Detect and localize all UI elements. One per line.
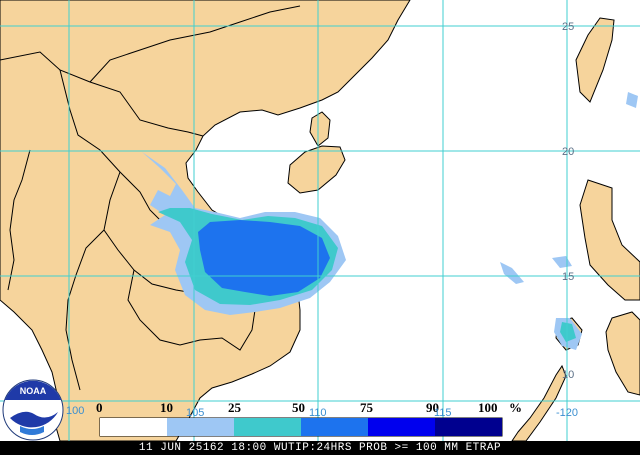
legend-label: 10 <box>160 400 173 415</box>
hainan-island <box>287 145 346 194</box>
legend: 0 10 25 50 75 90 100 % <box>96 400 522 437</box>
longitude-labels: 100 105 110 115 -120 <box>66 405 578 419</box>
legend-swatch <box>167 418 234 436</box>
prob-remote-4 <box>552 256 572 268</box>
logo-text: NOAA <box>20 386 47 396</box>
lat-label: 15 <box>562 271 574 283</box>
lon-label: -120 <box>556 407 578 419</box>
lat-label: 25 <box>562 21 574 33</box>
leizhou-peninsula <box>309 111 331 147</box>
lon-label: 105 <box>186 407 204 419</box>
visayas-islands <box>605 311 640 396</box>
lon-label: 100 <box>66 405 84 417</box>
probability-field <box>142 92 638 350</box>
luzon-island <box>579 179 640 301</box>
prob-remote-5 <box>626 92 638 108</box>
prob-50-75 <box>198 220 330 296</box>
lon-label: 115 <box>434 407 452 419</box>
legend-swatches <box>100 418 502 436</box>
legend-swatch <box>234 418 301 436</box>
legend-swatch <box>100 418 167 436</box>
legend-label: 0 <box>96 400 103 415</box>
latitude-labels: 25 20 15 10 <box>562 21 574 381</box>
lat-label: 10 <box>562 369 574 381</box>
legend-label: 100 <box>478 400 498 415</box>
noaa-logo: NOAA <box>2 379 64 441</box>
legend-swatch <box>368 418 435 436</box>
legend-swatch <box>435 418 502 436</box>
prob-remote-2 <box>560 322 576 342</box>
legend-label: % <box>509 400 522 415</box>
lat-label: 20 <box>562 146 574 158</box>
legend-swatch <box>301 418 368 436</box>
legend-label: 75 <box>360 400 374 415</box>
legend-label: 25 <box>228 400 242 415</box>
prob-remote-3 <box>500 262 524 284</box>
legend-label: 50 <box>292 400 305 415</box>
taiwan-island <box>575 17 615 103</box>
lon-label: 110 <box>309 407 327 419</box>
status-footer: 11 JUN 25162 18:00 WUTIP:24HRS PROB >= 1… <box>0 441 640 455</box>
legend-label: 90 <box>426 400 439 415</box>
